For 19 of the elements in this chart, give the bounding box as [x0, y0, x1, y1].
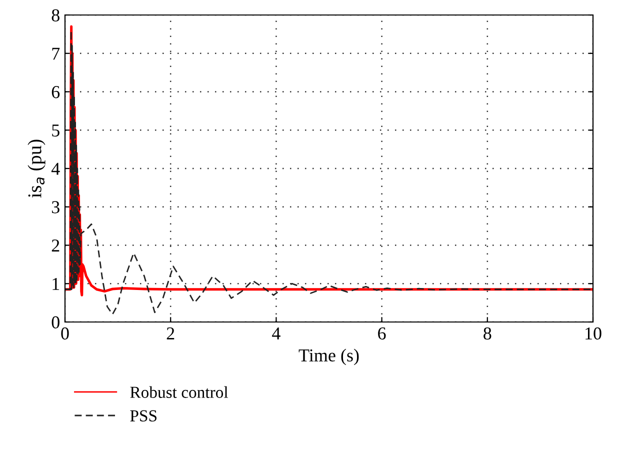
x-tick-label: 2: [166, 327, 174, 340]
x-axis-title: Time (s): [298, 348, 359, 366]
y-tick-label: 5: [52, 124, 60, 137]
y-tick-label: 1: [52, 278, 60, 290]
y-tick-label: 3: [52, 201, 60, 214]
y-tick-label: 7: [52, 48, 60, 60]
x-tick-label: 4: [272, 328, 280, 340]
x-tick-label: 6: [378, 327, 386, 340]
y-tick-label: 4: [51, 162, 60, 175]
y-tick-label: 2: [52, 240, 60, 252]
x-tick-label: 10: [586, 327, 602, 340]
y-tick-label: 6: [52, 86, 60, 98]
y-tick-label: 0: [52, 316, 60, 328]
y-axis-title: is$_{a}$ (pu): [28, 140, 46, 198]
x-tick-label: 8: [484, 327, 492, 340]
x-tick-label: 0: [61, 327, 69, 340]
legend-label: Robust control: [130, 386, 228, 398]
legend-label: PSS: [130, 410, 156, 422]
y-tick-label: 8: [52, 9, 60, 22]
